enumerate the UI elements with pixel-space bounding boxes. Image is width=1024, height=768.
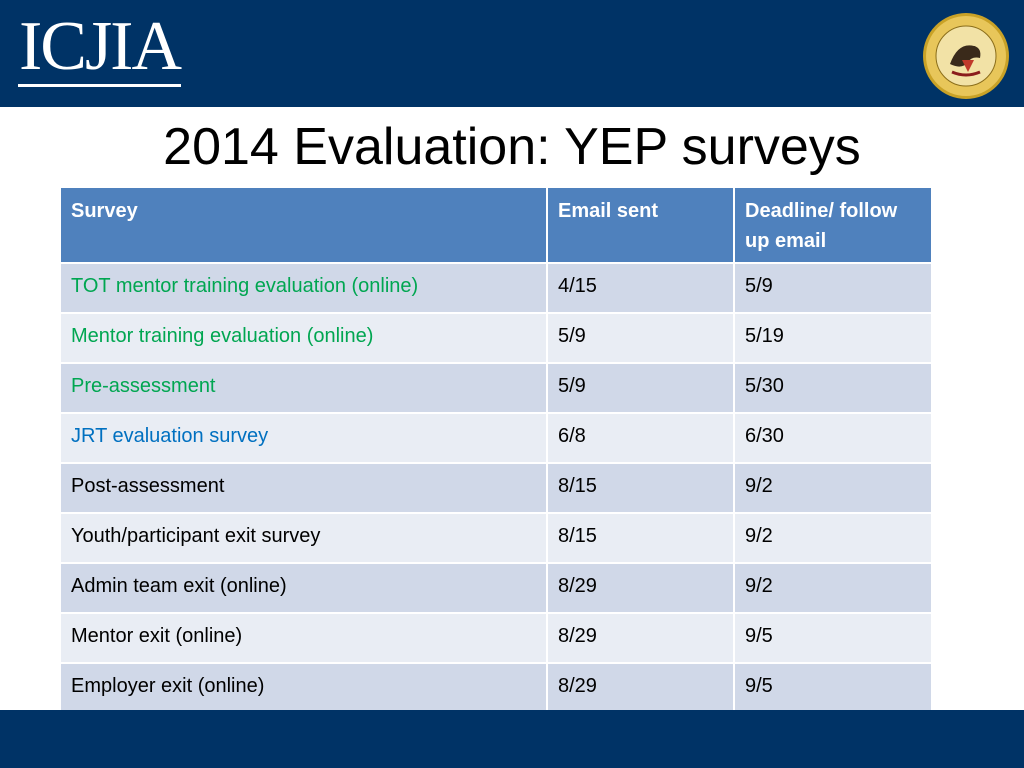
survey-cell: Post-assessment xyxy=(59,462,548,514)
survey-cell: Employer exit (online) xyxy=(59,662,548,714)
email-sent-cell: 6/8 xyxy=(546,412,735,464)
table-header-row: Survey Email sent Deadline/ follow up em… xyxy=(59,186,933,264)
deadline-cell: 5/19 xyxy=(733,312,933,364)
survey-cell: Youth/participant exit survey xyxy=(59,512,548,564)
deadline-cell: 9/2 xyxy=(733,512,933,564)
deadline-cell: 9/5 xyxy=(733,612,933,664)
table-row: Employer exit (online) 8/29 9/5 xyxy=(59,662,933,714)
table-row: Post-assessment 8/15 9/2 xyxy=(59,462,933,514)
email-sent-cell: 8/15 xyxy=(546,512,735,564)
survey-cell: TOT mentor training evaluation (online) xyxy=(59,262,548,314)
footer-bar xyxy=(0,710,1024,768)
email-sent-cell: 5/9 xyxy=(546,312,735,364)
table-row: TOT mentor training evaluation (online) … xyxy=(59,262,933,314)
email-sent-cell: 8/29 xyxy=(546,562,735,614)
illinois-state-seal-icon xyxy=(923,13,1009,99)
table-row: Mentor exit (online) 8/29 9/5 xyxy=(59,612,933,664)
table-row: Admin team exit (online) 8/29 9/2 xyxy=(59,562,933,614)
survey-cell: Mentor training evaluation (online) xyxy=(59,312,548,364)
deadline-cell: 5/30 xyxy=(733,362,933,414)
survey-table: Survey Email sent Deadline/ follow up em… xyxy=(59,186,933,714)
header-bar: ICJIA xyxy=(0,0,1024,107)
email-sent-cell: 8/29 xyxy=(546,612,735,664)
logo-text: ICJIA xyxy=(18,8,182,85)
table-row: Youth/participant exit survey 8/15 9/2 xyxy=(59,512,933,564)
survey-cell: Pre-assessment xyxy=(59,362,548,414)
deadline-cell: 9/2 xyxy=(733,462,933,514)
survey-cell: Mentor exit (online) xyxy=(59,612,548,664)
email-sent-cell: 5/9 xyxy=(546,362,735,414)
deadline-cell: 9/2 xyxy=(733,562,933,614)
table-row: JRT evaluation survey 6/8 6/30 xyxy=(59,412,933,464)
column-header-survey: Survey xyxy=(59,186,548,264)
column-header-email-sent: Email sent xyxy=(546,186,735,264)
icjia-logo: ICJIA xyxy=(18,8,182,94)
email-sent-cell: 8/15 xyxy=(546,462,735,514)
email-sent-cell: 4/15 xyxy=(546,262,735,314)
deadline-cell: 6/30 xyxy=(733,412,933,464)
deadline-cell: 5/9 xyxy=(733,262,933,314)
logo-underline xyxy=(18,84,181,87)
column-header-deadline: Deadline/ follow up email xyxy=(733,186,933,264)
table-row: Pre-assessment 5/9 5/30 xyxy=(59,362,933,414)
survey-cell: JRT evaluation survey xyxy=(59,412,548,464)
table-row: Mentor training evaluation (online) 5/9 … xyxy=(59,312,933,364)
page-title: 2014 Evaluation: YEP surveys xyxy=(163,118,861,176)
email-sent-cell: 8/29 xyxy=(546,662,735,714)
survey-cell: Admin team exit (online) xyxy=(59,562,548,614)
deadline-cell: 9/5 xyxy=(733,662,933,714)
